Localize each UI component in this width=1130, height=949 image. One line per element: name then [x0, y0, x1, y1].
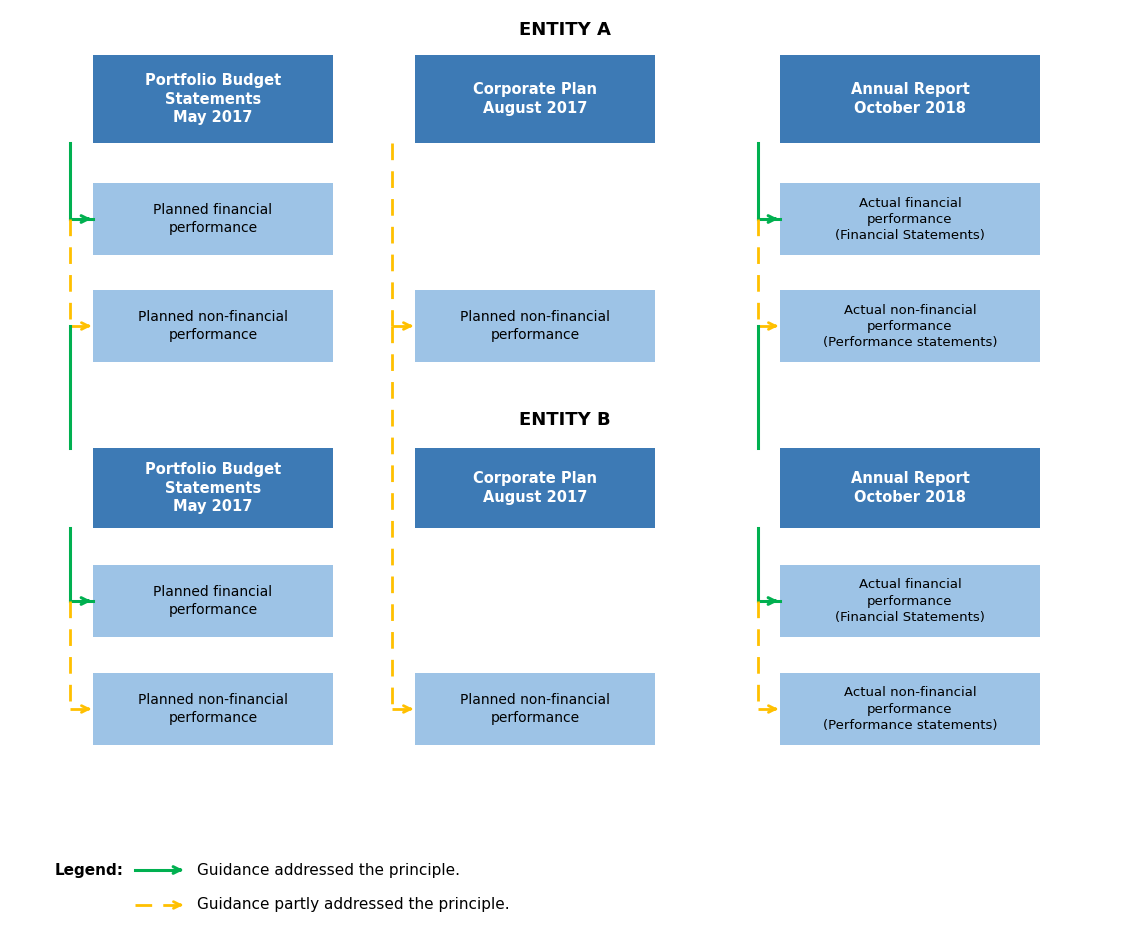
FancyBboxPatch shape [780, 290, 1040, 362]
FancyBboxPatch shape [780, 673, 1040, 745]
FancyBboxPatch shape [780, 565, 1040, 637]
Text: Corporate Plan
August 2017: Corporate Plan August 2017 [473, 83, 597, 116]
Text: Annual Report
October 2018: Annual Report October 2018 [851, 472, 970, 505]
FancyBboxPatch shape [93, 290, 333, 362]
Text: Portfolio Budget
Statements
May 2017: Portfolio Budget Statements May 2017 [145, 462, 281, 514]
Text: Guidance partly addressed the principle.: Guidance partly addressed the principle. [197, 898, 510, 913]
FancyBboxPatch shape [93, 183, 333, 255]
FancyBboxPatch shape [780, 183, 1040, 255]
FancyBboxPatch shape [780, 55, 1040, 143]
Text: Planned non-financial
performance: Planned non-financial performance [460, 694, 610, 725]
FancyBboxPatch shape [415, 55, 655, 143]
Text: Legend:: Legend: [55, 863, 124, 878]
FancyBboxPatch shape [415, 290, 655, 362]
Text: Planned non-financial
performance: Planned non-financial performance [138, 694, 288, 725]
FancyBboxPatch shape [93, 55, 333, 143]
FancyBboxPatch shape [93, 565, 333, 637]
Text: Planned non-financial
performance: Planned non-financial performance [460, 310, 610, 342]
Text: Guidance addressed the principle.: Guidance addressed the principle. [197, 863, 460, 878]
Text: ENTITY B: ENTITY B [519, 411, 611, 429]
Text: Planned non-financial
performance: Planned non-financial performance [138, 310, 288, 342]
Text: Planned financial
performance: Planned financial performance [154, 586, 272, 617]
FancyBboxPatch shape [415, 673, 655, 745]
Text: Portfolio Budget
Statements
May 2017: Portfolio Budget Statements May 2017 [145, 73, 281, 125]
Text: Actual non-financial
performance
(Performance statements): Actual non-financial performance (Perfor… [823, 686, 998, 732]
Text: Actual financial
performance
(Financial Statements): Actual financial performance (Financial … [835, 196, 985, 241]
Text: Actual non-financial
performance
(Performance statements): Actual non-financial performance (Perfor… [823, 304, 998, 348]
Text: ENTITY A: ENTITY A [519, 21, 611, 39]
FancyBboxPatch shape [780, 448, 1040, 528]
Text: Planned financial
performance: Planned financial performance [154, 203, 272, 234]
Text: Actual financial
performance
(Financial Statements): Actual financial performance (Financial … [835, 579, 985, 623]
Text: Annual Report
October 2018: Annual Report October 2018 [851, 83, 970, 116]
FancyBboxPatch shape [93, 448, 333, 528]
Text: Corporate Plan
August 2017: Corporate Plan August 2017 [473, 472, 597, 505]
FancyBboxPatch shape [93, 673, 333, 745]
FancyBboxPatch shape [415, 448, 655, 528]
